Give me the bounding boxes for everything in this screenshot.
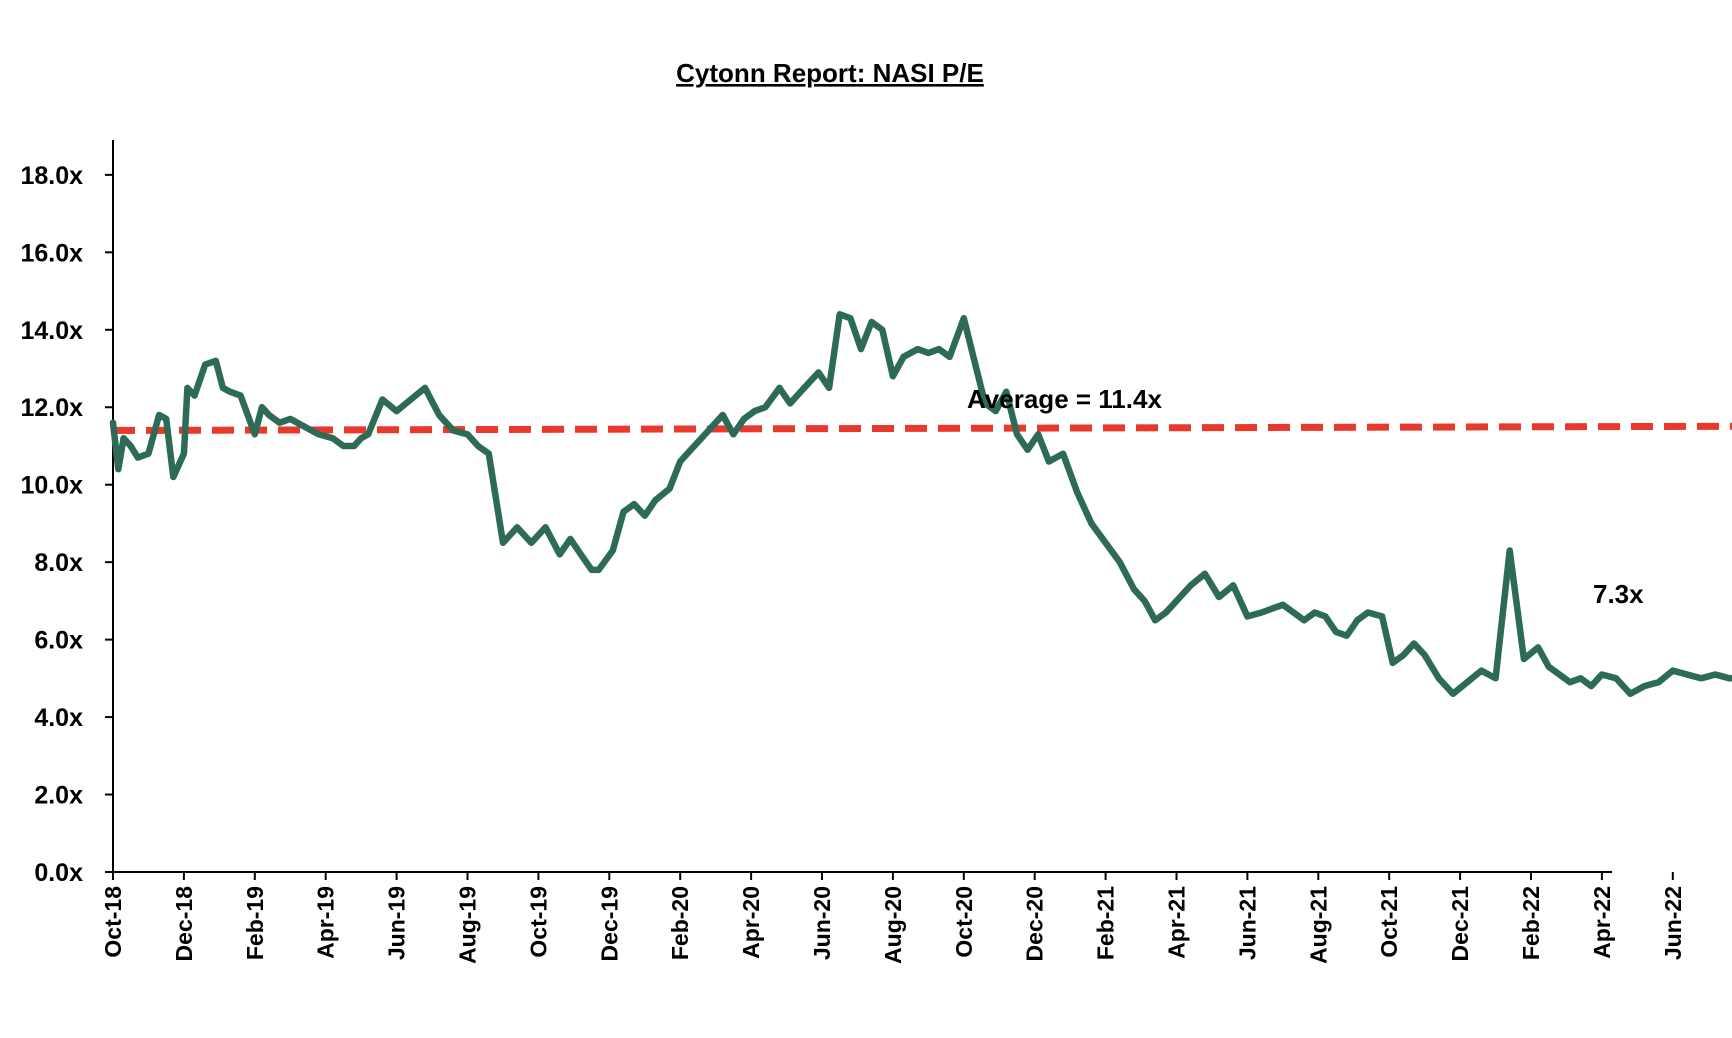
x-tick-label: Oct-19 [525,886,551,958]
x-tick-label: Oct-18 [100,886,126,958]
y-tick-label: 2.0x [34,782,83,810]
x-tick-label: Jun-20 [809,886,835,960]
x-tick-label: Aug-20 [880,886,906,964]
pe-series-line [109,311,1732,698]
x-tick-label: Dec-18 [171,886,197,962]
x-tick-label: Jun-22 [1660,886,1686,960]
y-tick-label: 6.0x [34,627,83,655]
x-tick-label: Aug-22 [1731,886,1732,964]
x-tick-label: Jun-19 [384,886,410,960]
x-tick-label: Dec-21 [1447,886,1473,962]
y-tick-label: 10.0x [20,472,83,500]
x-tick-label: Apr-21 [1164,886,1190,959]
y-tick-label: 14.0x [20,317,83,345]
y-tick-label: 16.0x [20,239,83,267]
average-annotation: Average = 11.4x [967,384,1162,414]
x-tick-label: Apr-22 [1589,886,1615,959]
y-tick-label: 4.0x [34,704,83,732]
x-tick-label: Aug-19 [455,886,481,964]
x-tick-label: Jun-21 [1234,886,1260,960]
x-axis: Oct-18 Dec-18 Feb-19 Apr-19 Jun-19 Aug-19 Oct-… [100,871,1732,964]
chart-title: Cytonn Report: NASI P/E [676,58,984,88]
last-value-annotation: 7.3x [1593,579,1644,609]
y-tick-label: 0.0x [34,859,83,887]
x-tick-label: Apr-19 [313,886,339,959]
x-tick-label: Oct-20 [951,886,977,958]
series-group [109,311,1732,698]
y-tick-label: 18.0x [20,162,83,190]
x-tick-label: Apr-20 [738,886,764,959]
average-line [112,422,1732,434]
x-tick-label: Feb-20 [667,886,693,960]
average-line-group [112,422,1732,434]
x-tick-label: Aug-21 [1305,886,1331,964]
x-tick-label: Feb-22 [1518,886,1544,960]
x-tick-label: Feb-19 [242,886,268,960]
x-tick-label: Oct-21 [1376,886,1402,958]
x-tick-label: Feb-21 [1093,886,1119,960]
y-tick-label: 8.0x [34,549,83,577]
y-tick-label: 12.0x [20,394,83,422]
x-tick-label: Dec-20 [1022,886,1048,961]
x-tick-label: Dec-19 [596,886,622,961]
y-axis: 0.0x 2.0x 4.0x 6.0x 8.0x 10.0x 12.0x 14.0x 16.0x… [20,140,114,887]
